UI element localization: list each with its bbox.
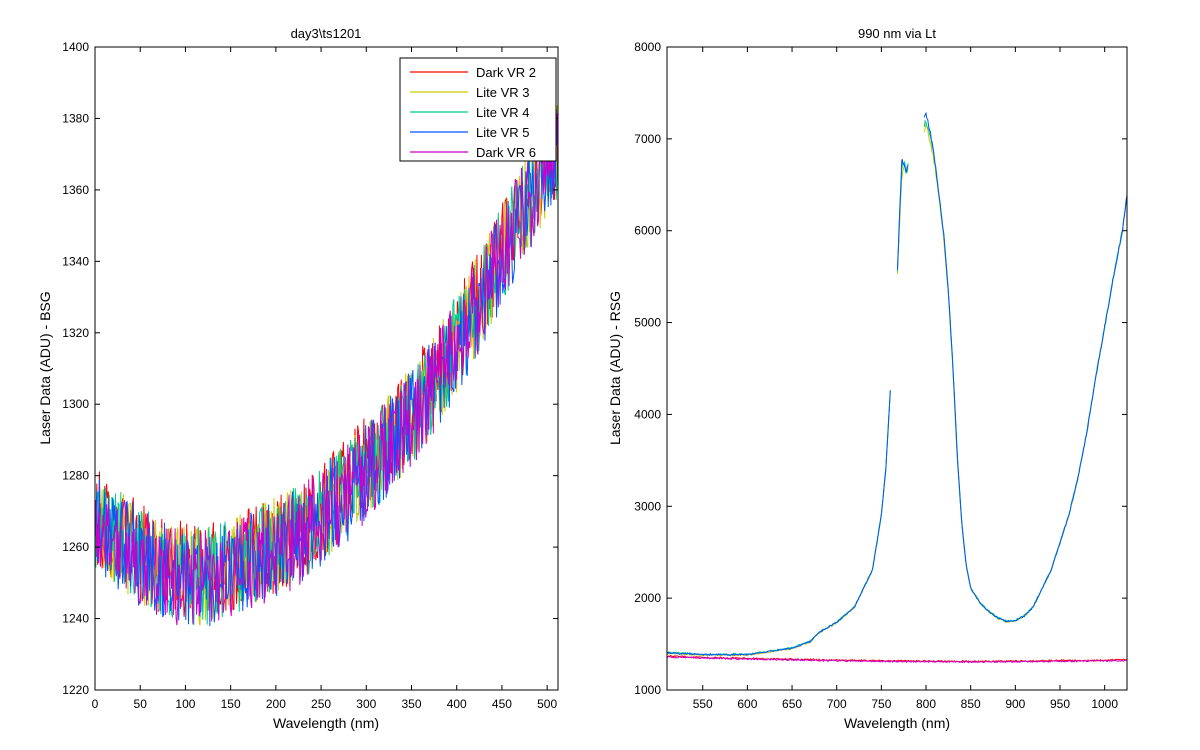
series-line [667, 390, 891, 657]
x-tick-label: 100 [175, 697, 195, 711]
x-tick-label: 800 [916, 697, 936, 711]
series-line [667, 655, 1127, 664]
y-tick-label: 1340 [62, 254, 89, 268]
left-x-axis-label: Wavelength (nm) [273, 715, 379, 731]
series-line [95, 109, 558, 626]
y-tick-label: 1260 [62, 540, 89, 554]
legend: Dark VR 2 Lite VR 3 Lite VR 4 Lite VR 5 Dark… [399, 57, 557, 162]
x-tick-label: 150 [221, 697, 241, 711]
x-tick-label: 600 [737, 697, 757, 711]
y-tick-label: 5000 [634, 316, 661, 330]
x-tick-label: 1000 [1091, 697, 1118, 711]
left-plot-series [95, 105, 558, 627]
series-line [923, 111, 1127, 623]
x-tick-label: 200 [266, 697, 286, 711]
y-tick-label: 1220 [62, 683, 89, 697]
y-tick-label: 4000 [634, 407, 661, 421]
y-tick-label: 1000 [634, 683, 661, 697]
y-tick-label: 2000 [634, 591, 661, 605]
x-tick-label: 850 [961, 697, 981, 711]
x-tick-label: 300 [356, 697, 376, 711]
right-plot: 550 600 650 700 750 800 850 900 950 1000 1000 2000… [607, 26, 1128, 731]
right-y-ticks: 1000 2000 3000 4000 5000 6000 7000 8000 [634, 40, 1127, 697]
y-tick-label: 8000 [634, 40, 661, 54]
series-line [896, 158, 909, 270]
y-tick-label: 1320 [62, 326, 89, 340]
legend-entry: Lite VR 5 [476, 125, 529, 140]
right-plot-area [667, 47, 1127, 690]
x-tick-label: 450 [492, 697, 512, 711]
legend-entry: Lite VR 4 [476, 105, 529, 120]
legend-entry: Lite VR 3 [476, 85, 529, 100]
legend-box [399, 57, 557, 162]
y-tick-label: 1360 [62, 183, 89, 197]
right-x-axis-label: Wavelength (nm) [844, 715, 950, 731]
right-y-axis-label: Laser Data (ADU) - RSG [607, 291, 623, 445]
y-tick-label: 1240 [62, 612, 89, 626]
x-tick-label: 950 [1050, 697, 1070, 711]
left-chart-title: day3\ts1201 [291, 26, 362, 41]
right-plot-frame [666, 46, 1128, 691]
y-tick-label: 6000 [634, 224, 661, 238]
right-chart-title: 990 nm via Lt [858, 26, 936, 41]
x-tick-label: 350 [401, 697, 421, 711]
x-tick-label: 0 [92, 697, 99, 711]
y-tick-label: 1380 [62, 111, 89, 125]
y-tick-label: 1400 [62, 40, 89, 54]
x-tick-label: 500 [537, 697, 557, 711]
x-tick-label: 400 [447, 697, 467, 711]
x-tick-label: 900 [1005, 697, 1025, 711]
x-tick-label: 250 [311, 697, 331, 711]
y-tick-label: 7000 [634, 132, 661, 146]
x-tick-label: 700 [827, 697, 847, 711]
x-tick-label: 750 [871, 697, 891, 711]
left-y-ticks: 1220 1240 1260 1280 1300 1320 1340 1360 1380 1400 [62, 40, 558, 697]
left-plot-frame [94, 46, 559, 691]
x-tick-label: 50 [134, 697, 148, 711]
x-tick-label: 650 [782, 697, 802, 711]
left-y-axis-label: Laser Data (ADU) - BSG [37, 291, 53, 444]
legend-entry: Dark VR 2 [476, 65, 536, 80]
y-tick-label: 1280 [62, 469, 89, 483]
legend-entry: Dark VR 6 [476, 145, 536, 160]
left-plot: 0 50 100 150 200 250 300 350 400 450 500 122012401… [37, 26, 559, 731]
y-tick-label: 3000 [634, 499, 661, 513]
right-plot-series [667, 111, 1127, 664]
left-x-ticks: 0 50 100 150 200 250 300 350 400 450 500 [92, 47, 557, 711]
right-x-ticks: 550 600 650 700 750 800 850 900 950 1000 [693, 47, 1118, 711]
x-tick-label: 550 [693, 697, 713, 711]
y-tick-label: 1300 [62, 397, 89, 411]
